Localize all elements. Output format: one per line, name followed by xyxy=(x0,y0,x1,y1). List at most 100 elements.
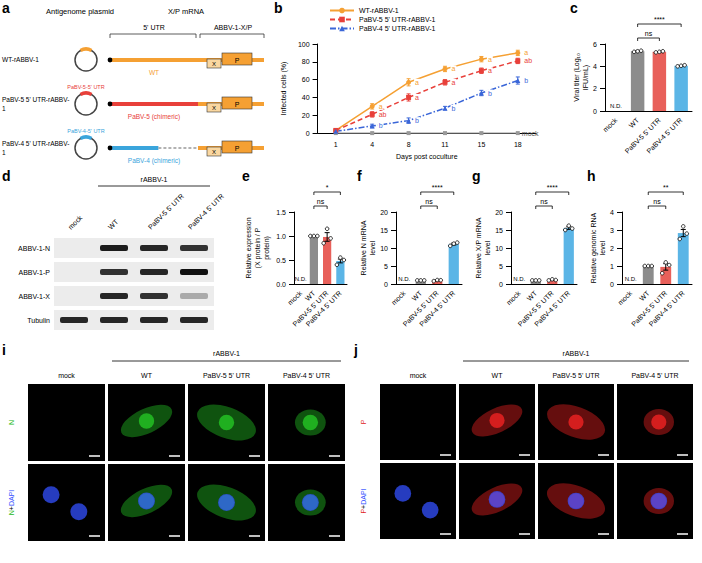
svg-text:mock: mock xyxy=(67,214,84,231)
svg-text:15: 15 xyxy=(495,227,503,234)
svg-text:ns: ns xyxy=(653,198,661,205)
svg-text:2: 2 xyxy=(593,85,597,92)
svg-text:1.0: 1.0 xyxy=(276,233,286,240)
svg-text:a: a xyxy=(415,79,419,86)
svg-text:mock: mock xyxy=(410,372,427,379)
svg-text:Viral titer (Log₁₀: Viral titer (Log₁₀ xyxy=(573,53,581,102)
svg-text:X: X xyxy=(212,149,216,155)
svg-text:P: P xyxy=(235,57,240,64)
svg-text:X: X xyxy=(212,105,216,111)
svg-text:60: 60 xyxy=(302,76,310,83)
svg-text:5: 5 xyxy=(499,263,503,270)
svg-text:PaBV-5 5' UTR-rABBV-: PaBV-5 5' UTR-rABBV- xyxy=(2,96,69,103)
svg-text:0.0: 0.0 xyxy=(276,281,286,288)
svg-text:N.D.: N.D. xyxy=(610,103,622,109)
svg-text:P+DAPI: P+DAPI xyxy=(360,488,367,513)
svg-text:0: 0 xyxy=(384,281,388,288)
svg-text:PaBV-5 5' UTR: PaBV-5 5' UTR xyxy=(147,192,185,230)
svg-text:level: level xyxy=(484,240,491,255)
svg-text:WT: WT xyxy=(526,289,539,302)
svg-text:15: 15 xyxy=(380,227,388,234)
svg-text:mock: mock xyxy=(58,372,75,379)
svg-text:0: 0 xyxy=(610,281,614,288)
svg-text:Relative N mRNA: Relative N mRNA xyxy=(360,220,367,275)
svg-text:WT: WT xyxy=(627,116,640,129)
svg-text:a: a xyxy=(415,94,419,101)
svg-text:5: 5 xyxy=(384,263,388,270)
svg-text:WT: WT xyxy=(149,69,159,76)
svg-text:ns: ns xyxy=(645,30,653,37)
svg-text:ABBV-1-N: ABBV-1-N xyxy=(18,245,50,252)
svg-text:100: 100 xyxy=(298,41,310,48)
svg-text:11: 11 xyxy=(441,141,448,148)
svg-text:1: 1 xyxy=(2,105,6,112)
svg-text:PaBV-4 5' UTR-rABBV-: PaBV-4 5' UTR-rABBV- xyxy=(2,140,69,147)
svg-text:Relative expression: Relative expression xyxy=(245,217,253,278)
svg-text:PaBV-5 5' UTR: PaBV-5 5' UTR xyxy=(624,117,662,155)
svg-text:5' UTR: 5' UTR xyxy=(143,24,165,31)
svg-text:8: 8 xyxy=(407,141,411,148)
svg-text:Days post coculture: Days post coculture xyxy=(396,153,458,161)
svg-text:****: **** xyxy=(654,16,665,23)
svg-text:PaBV-4 5' UTR: PaBV-4 5' UTR xyxy=(305,290,343,328)
svg-text:PaBV-4 5' UTR: PaBV-4 5' UTR xyxy=(283,372,330,379)
svg-text:b: b xyxy=(451,105,455,112)
svg-text:0.5: 0.5 xyxy=(276,257,286,264)
svg-text:X: X xyxy=(212,61,216,67)
svg-text:PaBV-4 5' UTR: PaBV-4 5' UTR xyxy=(645,117,683,155)
svg-text:0: 0 xyxy=(499,281,503,288)
svg-text:P: P xyxy=(360,419,367,424)
svg-text:level: level xyxy=(369,240,376,255)
svg-text:b: b xyxy=(379,122,383,129)
svg-text:WT: WT xyxy=(107,218,120,231)
svg-text:1: 1 xyxy=(610,263,614,270)
svg-text:10: 10 xyxy=(380,245,388,252)
svg-text:a: a xyxy=(451,65,455,72)
svg-text:a: a xyxy=(524,49,528,56)
svg-text:rABBV-1: rABBV-1 xyxy=(563,350,590,357)
svg-text:b: b xyxy=(524,77,528,84)
svg-text:Antigenome plasmid: Antigenome plasmid xyxy=(46,7,114,16)
svg-text:(X protein / P: (X protein / P xyxy=(254,227,262,268)
svg-text:2: 2 xyxy=(610,245,614,252)
svg-text:IFU/mL): IFU/mL) xyxy=(582,65,590,90)
svg-text:ABBV-1-X/P: ABBV-1-X/P xyxy=(214,24,252,31)
svg-text:a: a xyxy=(379,103,383,110)
svg-text:mock: mock xyxy=(505,289,522,306)
svg-text:mock: mock xyxy=(616,289,633,306)
svg-text:ns: ns xyxy=(540,198,548,205)
svg-text:X/P mRNA: X/P mRNA xyxy=(168,7,204,16)
svg-text:20: 20 xyxy=(495,209,503,216)
svg-text:protein): protein) xyxy=(263,236,271,260)
svg-text:PaBV-4 5' UTR: PaBV-4 5' UTR xyxy=(647,290,685,328)
svg-text:PaBV-5 5' UTR-rABBV-1: PaBV-5 5' UTR-rABBV-1 xyxy=(359,16,436,23)
svg-text:a: a xyxy=(488,56,492,63)
svg-text:4: 4 xyxy=(370,141,374,148)
svg-text:WT-rABBV-1: WT-rABBV-1 xyxy=(359,7,399,14)
svg-text:ns: ns xyxy=(317,198,325,205)
svg-text:18: 18 xyxy=(514,141,522,148)
svg-text:WT: WT xyxy=(492,372,504,379)
svg-text:20: 20 xyxy=(302,112,310,119)
svg-text:0: 0 xyxy=(593,108,597,115)
svg-text:80: 80 xyxy=(302,58,310,65)
svg-text:Relative X/P mRNA: Relative X/P mRNA xyxy=(475,217,482,278)
svg-text:PaBV-5 (chimeric): PaBV-5 (chimeric) xyxy=(128,113,180,121)
svg-text:level: level xyxy=(599,240,606,255)
svg-text:PaBV-5-5' UTR: PaBV-5-5' UTR xyxy=(67,84,104,90)
svg-text:N.D.: N.D. xyxy=(513,276,525,282)
svg-text:PaBV-5 5' UTR: PaBV-5 5' UTR xyxy=(552,372,599,379)
svg-text:4: 4 xyxy=(593,63,597,70)
svg-text:*: * xyxy=(326,184,329,191)
svg-text:4: 4 xyxy=(610,209,614,216)
svg-text:WT-rABBV-1: WT-rABBV-1 xyxy=(2,56,39,63)
svg-text:N.D.: N.D. xyxy=(398,276,410,282)
svg-text:Relative genomic RNA: Relative genomic RNA xyxy=(590,212,598,283)
svg-text:10: 10 xyxy=(495,245,503,252)
svg-text:b: b xyxy=(415,117,419,124)
svg-text:PaBV-4-5' UTR: PaBV-4-5' UTR xyxy=(67,128,104,134)
svg-text:1.5: 1.5 xyxy=(276,209,286,216)
svg-text:PaBV-4 5' UTR: PaBV-4 5' UTR xyxy=(418,290,456,328)
svg-text:PaBV-5 5' UTR: PaBV-5 5' UTR xyxy=(203,372,250,379)
svg-text:rABBV-1: rABBV-1 xyxy=(141,176,168,183)
